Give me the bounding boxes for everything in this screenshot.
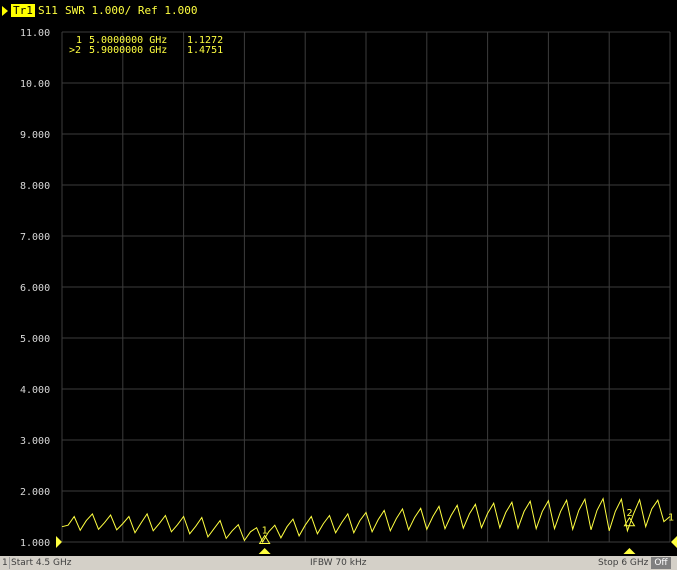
reference-left-arrow-icon <box>56 536 62 548</box>
marker-table-label: >2 <box>69 45 81 56</box>
y-tick-label: 1.000 <box>20 538 50 549</box>
y-tick-label: 9.000 <box>20 130 50 141</box>
y-tick-label: 6.000 <box>20 283 50 294</box>
marker-table-frequency: 5.9000000 GHz <box>89 45 167 56</box>
start-frequency[interactable]: Start 4.5 GHz <box>11 558 72 568</box>
ifbw-setting[interactable]: IFBW 70 kHz <box>310 558 366 568</box>
status-bar: 1 Start 4.5 GHz IFBW 70 kHz Stop 6 GHz O… <box>0 556 677 570</box>
y-tick-label: 11.00 <box>20 28 50 39</box>
swr-chart: 11.00 10.00 9.000 8.000 7.000 6.000 5.000 4.000… <box>0 22 677 556</box>
plot-area: 11.00 10.00 9.000 8.000 7.000 6.000 5.000 4.000… <box>0 22 677 556</box>
off-button[interactable]: Off <box>651 557 671 569</box>
active-trace-arrow-icon <box>2 6 8 16</box>
reference-right-arrow-icon <box>671 536 677 548</box>
stop-frequency[interactable]: Stop 6 GHz <box>598 558 648 568</box>
measurement-parameter[interactable]: S11 <box>38 4 58 17</box>
marker-table-value: 1.4751 <box>187 45 223 56</box>
trace-end-label: 1 <box>668 513 674 524</box>
y-tick-label: 8.000 <box>20 181 50 192</box>
y-tick-label: 3.000 <box>20 436 50 447</box>
channel-number[interactable]: 1 <box>2 558 8 568</box>
format-scale-readout[interactable]: SWR 1.000/ Ref 1.000 <box>65 4 197 17</box>
marker-1-position-indicator-icon <box>259 548 271 554</box>
y-tick-label: 5.000 <box>20 334 50 345</box>
marker-1-label: 1 <box>262 526 268 537</box>
y-tick-label: 4.000 <box>20 385 50 396</box>
status-divider <box>9 557 10 569</box>
trace-header: Tr1 S11 SWR 1.000/ Ref 1.000 <box>0 0 677 22</box>
trace-tab[interactable]: Tr1 <box>11 4 35 17</box>
y-tick-label: 2.000 <box>20 487 50 498</box>
y-tick-label: 10.00 <box>20 79 50 90</box>
marker-2-position-indicator-icon <box>623 548 635 554</box>
y-tick-label: 7.000 <box>20 232 50 243</box>
marker-2-label: 2 <box>626 508 632 519</box>
